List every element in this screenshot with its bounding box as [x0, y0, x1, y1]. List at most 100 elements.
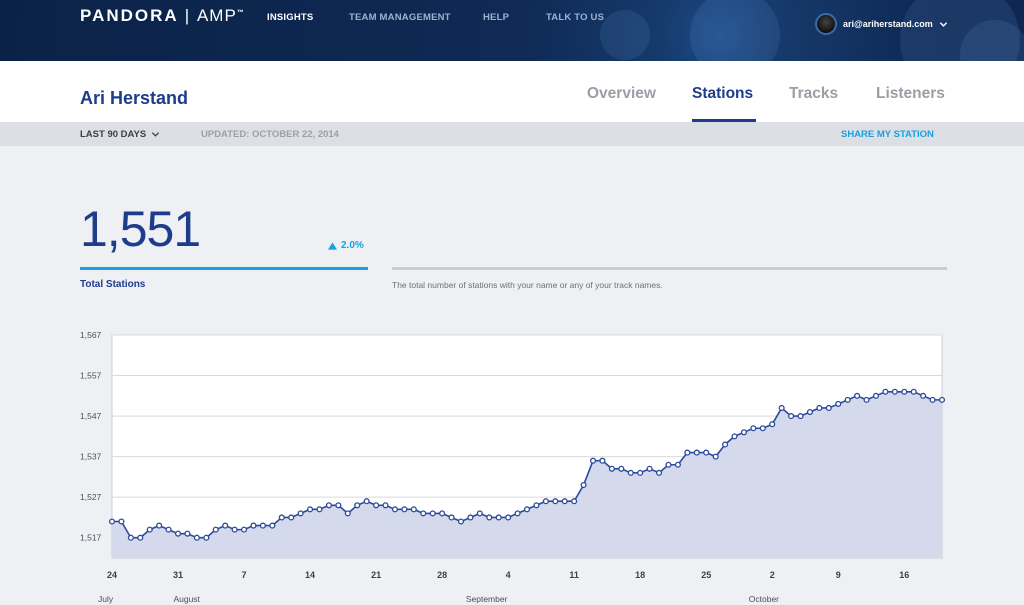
- data-point: [288, 514, 295, 521]
- total-stations-value: 1,551: [80, 201, 201, 257]
- data-point: [740, 429, 747, 436]
- data-point: [806, 408, 814, 416]
- top-nav-bar: PANDORA | AMP™ INSIGHTS TEAM MANAGEMENT …: [0, 0, 1024, 61]
- nav-help[interactable]: HELP: [483, 12, 510, 23]
- data-point: [467, 514, 474, 521]
- data-point: [344, 510, 351, 517]
- data-point: [882, 388, 889, 395]
- metric-description: The total number of stations with your n…: [392, 280, 663, 290]
- user-email: ari@ariherstand.com: [843, 19, 933, 29]
- x-tick-label: 21: [371, 570, 381, 580]
- data-point: [335, 502, 342, 509]
- data-point: [118, 518, 125, 525]
- data-point: [231, 526, 238, 533]
- artist-name: Ari Herstand: [80, 88, 189, 108]
- x-month-label: September: [466, 594, 508, 604]
- data-point: [495, 514, 502, 521]
- data-point: [193, 534, 200, 541]
- x-tick-label: 16: [899, 570, 909, 580]
- filter-bar: LAST 90 DAYS UPDATED: OCTOBER 22, 2014 S…: [0, 122, 1024, 146]
- data-point: [505, 514, 512, 521]
- x-tick-label: 18: [635, 570, 645, 580]
- data-point: [514, 510, 521, 517]
- data-point: [816, 404, 823, 412]
- data-point: [552, 498, 559, 505]
- date-range-dropdown[interactable]: LAST 90 DAYS: [80, 129, 160, 140]
- data-point: [854, 392, 861, 399]
- logo-separator: |: [184, 6, 191, 25]
- y-tick-label: 1,527: [80, 492, 102, 502]
- chevron-down-icon: [939, 21, 947, 27]
- logo-trademark: ™: [236, 9, 246, 17]
- change-value: 2.0%: [341, 240, 364, 251]
- data-point: [655, 469, 663, 476]
- data-point: [165, 526, 172, 533]
- user-menu[interactable]: ari@ariherstand.com: [815, 13, 948, 35]
- data-point: [561, 498, 568, 505]
- x-tick-label: 7: [242, 570, 247, 580]
- change-indicator: 2.0%: [328, 240, 364, 251]
- data-point: [373, 502, 380, 509]
- data-point: [486, 514, 493, 521]
- data-point: [929, 396, 936, 403]
- data-point: [608, 465, 615, 472]
- data-point: [778, 404, 785, 412]
- data-point: [825, 404, 832, 412]
- series-area: [112, 391, 942, 558]
- background-bokeh: [900, 0, 1020, 61]
- nav-insights[interactable]: INSIGHTS: [267, 12, 314, 23]
- x-month-label: July: [98, 594, 114, 604]
- date-range-label: LAST 90 DAYS: [80, 129, 147, 140]
- tab-overview[interactable]: Overview: [587, 85, 656, 102]
- data-point: [316, 506, 323, 513]
- updated-timestamp: UPDATED: OCTOBER 22, 2014: [201, 129, 339, 140]
- y-tick-label: 1,547: [80, 411, 102, 421]
- nav-team-management[interactable]: TEAM MANAGEMENT: [349, 12, 451, 23]
- data-point: [174, 530, 182, 537]
- data-point: [731, 433, 738, 440]
- nav-talk-to-us[interactable]: TALK TO US: [546, 12, 605, 23]
- data-point: [156, 522, 163, 529]
- share-my-station-link[interactable]: SHARE MY STATION: [841, 129, 934, 140]
- data-point: [137, 534, 144, 541]
- data-point: [580, 481, 587, 489]
- data-point: [410, 506, 417, 513]
- data-point: [627, 469, 634, 476]
- data-point: [703, 449, 710, 456]
- data-point: [722, 441, 729, 448]
- data-point: [769, 421, 776, 428]
- background-bokeh: [690, 0, 780, 61]
- data-point: [788, 413, 795, 420]
- data-point: [307, 506, 314, 513]
- data-point: [901, 388, 908, 395]
- tab-tracks[interactable]: Tracks: [789, 85, 839, 102]
- y-tick-label: 1,517: [80, 533, 102, 543]
- data-point: [250, 522, 257, 529]
- pandora-amp-logo[interactable]: PANDORA | AMP™: [80, 6, 246, 26]
- data-point: [363, 498, 370, 505]
- data-point: [674, 461, 681, 468]
- data-point: [401, 506, 408, 513]
- data-point: [108, 518, 116, 525]
- data-point: [448, 514, 455, 521]
- data-point: [759, 425, 766, 432]
- data-point: [457, 518, 465, 525]
- data-point: [429, 510, 436, 517]
- x-tick-label: 25: [701, 570, 711, 580]
- data-point: [212, 526, 219, 533]
- data-point: [835, 400, 842, 407]
- data-point: [127, 534, 134, 541]
- data-point: [354, 502, 361, 509]
- data-point: [665, 461, 672, 468]
- data-point: [391, 506, 399, 513]
- data-point: [476, 510, 483, 517]
- x-tick-label: 28: [437, 570, 447, 580]
- tab-listeners[interactable]: Listeners: [876, 85, 945, 102]
- x-tick-label: 9: [836, 570, 841, 580]
- metric-label: Total Stations: [80, 279, 146, 290]
- data-point: [203, 534, 210, 541]
- data-point: [222, 522, 229, 529]
- tab-stations[interactable]: Stations: [692, 85, 754, 102]
- data-point: [891, 388, 898, 395]
